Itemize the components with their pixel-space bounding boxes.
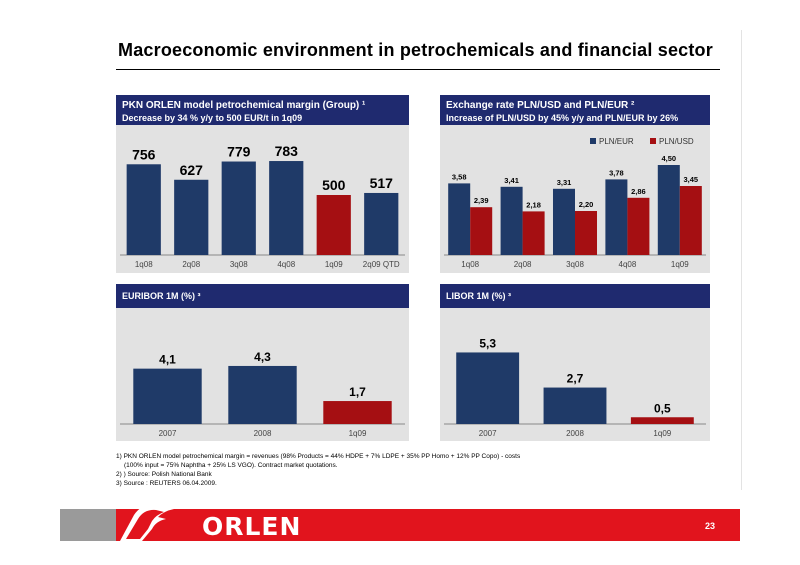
euribor-chart: 4,1 2007 4,3 2008 1,7 1q09 — [116, 308, 409, 441]
fx-tick-label: 4q08 — [619, 260, 637, 269]
libor-header-line1: LIBOR 1M (%) ³ — [446, 291, 511, 301]
libor-data-label: 0,5 — [654, 401, 671, 415]
margin-bar — [269, 161, 304, 255]
libor-data-label: 2,7 — [567, 372, 584, 386]
fx-bar-pln-usd — [627, 197, 650, 255]
page-title: Macroeconomic environment in petrochemic… — [118, 40, 713, 60]
libor-bar — [630, 417, 694, 424]
margin-data-label: 783 — [275, 143, 299, 159]
fx-bar-pln-usd — [522, 211, 545, 255]
euribor-data-label: 4,3 — [254, 350, 271, 364]
margin-bar — [316, 195, 351, 255]
footnote-2: 2) ) Source: Polish National Bank — [116, 471, 212, 478]
margin-tick-label: 1q08 — [135, 260, 153, 269]
margin-header-line1: PKN ORLEN model petrochemical margin (Gr… — [122, 100, 366, 111]
libor-tick-label: 2007 — [479, 429, 497, 438]
margin-data-label: 756 — [132, 146, 156, 162]
libor-chart: 5,3 2007 2,7 2008 0,5 1q09 — [440, 308, 710, 441]
fx-legend-swatch — [650, 138, 656, 144]
fx-data-label: 3,31 — [557, 178, 572, 187]
page-number: 23 — [705, 521, 716, 531]
fx-bar-pln-eur — [448, 183, 471, 255]
footnote-3: 3) Source : REUTERS 06.04.2009. — [116, 480, 217, 487]
margin-tick-label: 1q09 — [325, 260, 343, 269]
orlen-eagle-logo-icon — [120, 504, 174, 541]
footnotes: 1) PKN ORLEN model petrochemical margin … — [116, 452, 520, 488]
margin-bar — [174, 179, 209, 255]
fx-tick-label: 1q09 — [671, 260, 689, 269]
fx-panel-header: Exchange rate PLN/USD and PLN/EUR ² Incr… — [440, 95, 710, 125]
margin-bar — [364, 192, 399, 255]
title-underline — [116, 69, 720, 70]
libor-bar — [456, 352, 520, 424]
fx-legend-label: PLN/USD — [659, 137, 694, 146]
fx-bar-pln-usd — [470, 207, 493, 255]
euribor-chart-svg: 4,1 2007 4,3 2008 1,7 1q09 — [120, 350, 405, 438]
margin-chart-svg: 756 1q08 627 2q08 779 3q08 783 4q08 500 1q09 517 2q… — [120, 143, 405, 269]
libor-bar — [543, 387, 607, 424]
fx-data-label: 3,41 — [504, 176, 519, 185]
margin-tick-label: 2q08 — [182, 260, 200, 269]
euribor-bar — [133, 368, 202, 424]
margin-tick-label: 3q08 — [230, 260, 248, 269]
fx-data-label: 3,45 — [683, 175, 698, 184]
fx-data-label: 2,18 — [526, 200, 541, 209]
margin-data-label: 517 — [370, 175, 394, 191]
euribor-data-label: 1,7 — [349, 385, 366, 399]
euribor-header-line1: EURIBOR 1M (%) ³ — [122, 291, 201, 301]
fx-data-label: 3,58 — [452, 172, 467, 181]
fx-bar-pln-usd — [575, 211, 598, 255]
fx-bar-pln-usd — [679, 186, 702, 255]
euribor-tick-label: 1q09 — [349, 429, 367, 438]
margin-data-label: 500 — [322, 177, 346, 193]
orlen-logo-text: ORLEN — [202, 512, 302, 541]
fx-bar-pln-eur — [500, 186, 523, 255]
margin-chart: 756 1q08 627 2q08 779 3q08 783 4q08 500 1q09 517 2q… — [116, 125, 409, 273]
fx-chart-svg: PLN/EUR PLN/USD 3,58 2,39 1q08 3,41 2,18 2q08 3,… — [444, 137, 706, 269]
fx-data-label: 4,50 — [661, 154, 676, 163]
fx-tick-label: 3q08 — [566, 260, 584, 269]
fx-header-line1: Exchange rate PLN/USD and PLN/EUR ² — [446, 100, 635, 111]
fx-tick-label: 2q08 — [514, 260, 532, 269]
fx-bar-pln-eur — [657, 165, 680, 255]
libor-chart-svg: 5,3 2007 2,7 2008 0,5 1q09 — [444, 336, 706, 438]
footnote-1: 1) PKN ORLEN model petrochemical margin … — [116, 453, 521, 460]
fx-data-label: 2,39 — [474, 196, 489, 205]
margin-bar — [221, 161, 256, 255]
footnote-1-cont: (100% input = 75% Naphtha + 25% LS VGO).… — [124, 462, 338, 469]
fx-data-label: 2,20 — [579, 200, 594, 209]
footer-bar-red — [116, 509, 740, 541]
libor-panel-header: LIBOR 1M (%) ³ — [440, 284, 710, 308]
libor-tick-label: 2008 — [566, 429, 584, 438]
margin-data-label: 627 — [180, 162, 204, 178]
margin-tick-label: 2q09 QTD — [363, 260, 400, 269]
fx-header-line2: Increase of PLN/USD by 45% y/y and PLN/E… — [446, 113, 679, 123]
margin-bar — [126, 164, 161, 255]
fx-bar-pln-eur — [552, 188, 575, 255]
euribor-tick-label: 2008 — [254, 429, 272, 438]
euribor-bar — [323, 401, 392, 424]
euribor-data-label: 4,1 — [159, 353, 176, 367]
fx-tick-label: 1q08 — [461, 260, 479, 269]
margin-data-label: 779 — [227, 144, 251, 160]
fx-data-label: 3,78 — [609, 168, 624, 177]
euribor-bar — [228, 365, 297, 424]
libor-data-label: 5,3 — [479, 336, 496, 350]
margin-header-line2: Decrease by 34 % y/y to 500 EUR/t in 1q0… — [122, 113, 303, 123]
libor-tick-label: 1q09 — [653, 429, 671, 438]
margin-panel-header: PKN ORLEN model petrochemical margin (Gr… — [116, 95, 409, 125]
margin-tick-label: 4q08 — [277, 260, 295, 269]
fx-legend-swatch — [590, 138, 596, 144]
fx-chart: PLN/EUR PLN/USD 3,58 2,39 1q08 3,41 2,18 2q08 3,… — [440, 125, 710, 273]
right-divider — [741, 30, 742, 490]
fx-legend-label: PLN/EUR — [599, 137, 634, 146]
fx-bar-pln-eur — [605, 179, 628, 255]
fx-data-label: 2,86 — [631, 187, 646, 196]
euribor-panel-header: EURIBOR 1M (%) ³ — [116, 284, 409, 308]
euribor-tick-label: 2007 — [159, 429, 177, 438]
